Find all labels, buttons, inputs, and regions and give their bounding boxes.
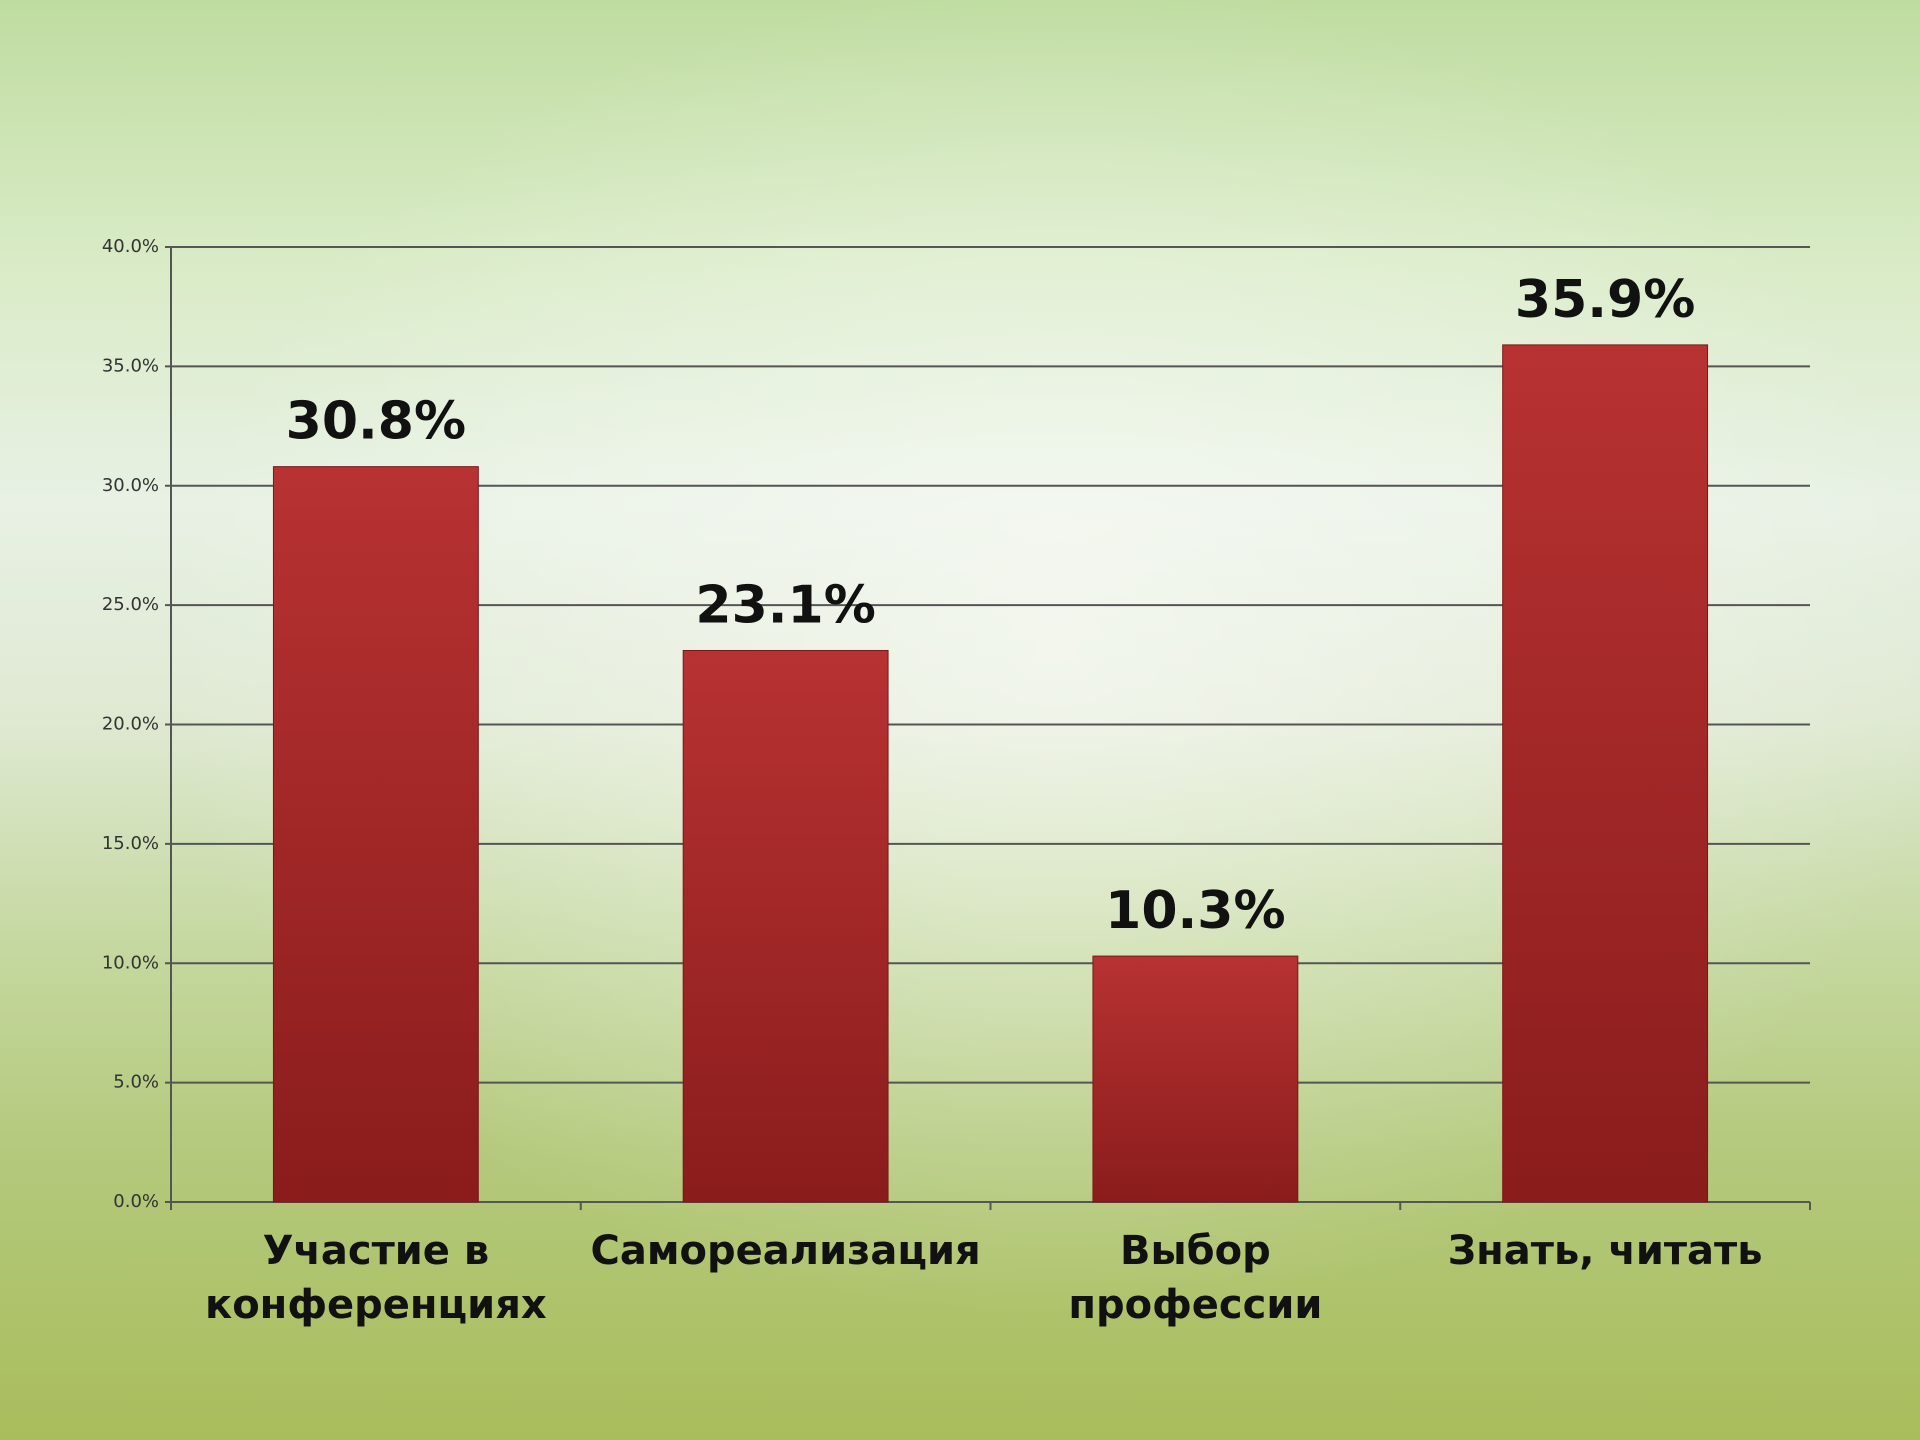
- bar: [1093, 956, 1298, 1202]
- x-tick-label: Знать, читать: [1405, 1224, 1805, 1278]
- slide: 0.0% 5.0% 10.0% 15.0% 20.0% 25.0% 30.0% 35.0% 40…: [0, 0, 1920, 1440]
- y-tick-label: 40.0%: [102, 236, 159, 257]
- y-tick-label: 5.0%: [113, 1072, 159, 1093]
- bar: [683, 650, 888, 1202]
- y-tick-label: 25.0%: [102, 594, 159, 615]
- value-label: 35.9%: [1515, 270, 1695, 330]
- value-label: 30.8%: [286, 392, 466, 452]
- y-tick-label: 30.0%: [102, 475, 159, 496]
- bar: [273, 467, 478, 1202]
- y-tick-label: 35.0%: [102, 355, 159, 376]
- value-label: 23.1%: [695, 575, 875, 635]
- x-tick-label: Самореализация: [586, 1224, 986, 1278]
- y-tick-label: 10.0%: [102, 952, 159, 973]
- x-tick-label: Участие в конференциях: [176, 1224, 576, 1332]
- y-tick-label: 15.0%: [102, 833, 159, 854]
- y-tick-label: 20.0%: [102, 714, 159, 735]
- bar: [1503, 345, 1708, 1202]
- y-tick-label: 0.0%: [113, 1191, 159, 1212]
- x-tick-label: Выбор профессии: [995, 1224, 1395, 1332]
- value-label: 10.3%: [1105, 881, 1285, 941]
